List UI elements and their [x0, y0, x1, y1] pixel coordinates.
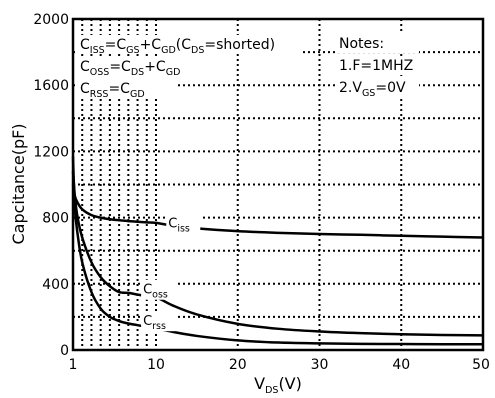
series-label-sub: rss	[152, 321, 166, 332]
series-label-coss: Coss	[143, 283, 168, 301]
note-line: 2.VGS=0V	[339, 80, 406, 99]
subscript: DS	[191, 45, 204, 56]
note-line-bg	[337, 34, 419, 53]
text-run: =shorted)	[204, 37, 275, 53]
series-label-main: C	[143, 283, 152, 298]
text-run: 1.F=1MHZ	[339, 58, 413, 74]
y-tick-label: 1200	[33, 144, 69, 160]
series-label-ciss: Ciss	[168, 217, 190, 235]
note-line: 1.F=1MHZ	[339, 58, 413, 74]
test-notes: Notes: 1.F=1MHZ 2.VGS=0V	[337, 34, 419, 99]
x-tick-label: 50	[472, 357, 490, 373]
x-axis-title-main: V	[254, 374, 265, 393]
x-axis-title-tail: (V)	[278, 374, 301, 393]
definition-line: CRSS=CGD	[80, 81, 145, 100]
note-line: Notes:	[339, 36, 384, 52]
x-tick-label: 30	[311, 357, 329, 373]
series-label-bg	[141, 279, 176, 300]
definition-line: COSS=CDS+CGD	[80, 59, 180, 78]
series-label-sub: oss	[152, 290, 168, 301]
y-tick-label: 0	[60, 343, 69, 359]
text-run: C	[80, 37, 90, 53]
series-label-bg	[141, 311, 176, 332]
series-label-bg	[166, 213, 201, 234]
tick-labels: 1 10 20 30 40 50 0 400 800 1200 1600 2000	[33, 12, 490, 373]
series-label-sub: iss	[177, 224, 190, 235]
x-tick-label: 10	[147, 357, 165, 373]
y-tick-label: 2000	[33, 12, 69, 28]
text-run: +C	[140, 37, 162, 53]
text-run: Notes:	[339, 36, 384, 52]
capacitance-definitions: CISS=CGS+CGD(CDS=shorted)COSS=CDS+CGDCRS…	[78, 35, 300, 100]
x-tick-label: 1	[69, 357, 78, 373]
y-tick-label: 400	[42, 277, 69, 293]
subscript: RSS	[90, 89, 109, 100]
text-run: 2.V	[339, 80, 362, 96]
subscript: GD	[130, 89, 145, 100]
x-tick-label: 20	[229, 357, 247, 373]
text-run: =C	[105, 37, 127, 53]
series-label-main: C	[168, 217, 177, 232]
definition-line: CISS=CGS+CGD(CDS=shorted)	[80, 37, 275, 56]
subscript: ISS	[90, 45, 105, 56]
x-axis-title-sub: DS	[265, 385, 278, 396]
text-run: (C	[176, 37, 191, 53]
text-run: C	[80, 81, 90, 97]
subscript: GS	[362, 88, 375, 99]
subscript: GD	[161, 45, 176, 56]
subscript: GS	[126, 45, 139, 56]
note-line-bg	[337, 78, 419, 97]
y-tick-label: 1600	[33, 78, 69, 94]
x-axis-title: VDS(V)	[254, 374, 302, 396]
subscript: DS	[131, 67, 144, 78]
subscript: GD	[166, 67, 181, 78]
text-run: C	[80, 59, 90, 75]
text-run: =0V	[375, 80, 406, 96]
series-label-main: C	[143, 314, 152, 329]
definition-line-bg	[78, 79, 178, 98]
text-run: +C	[144, 59, 166, 75]
series-line-ciss	[71, 184, 484, 239]
text-run: =C	[108, 81, 130, 97]
x-tick-label: 40	[392, 357, 410, 373]
series-line-coss	[71, 171, 484, 337]
y-tick-label: 800	[42, 211, 69, 227]
y-axis-title: Capcitance(pF)	[9, 123, 28, 244]
text-run: =C	[109, 59, 131, 75]
series-label-crss: Crss	[143, 314, 166, 332]
note-line-bg	[337, 56, 419, 75]
definition-line-bg	[78, 57, 196, 76]
subscript: OSS	[90, 67, 110, 78]
definition-line-bg	[78, 35, 300, 54]
